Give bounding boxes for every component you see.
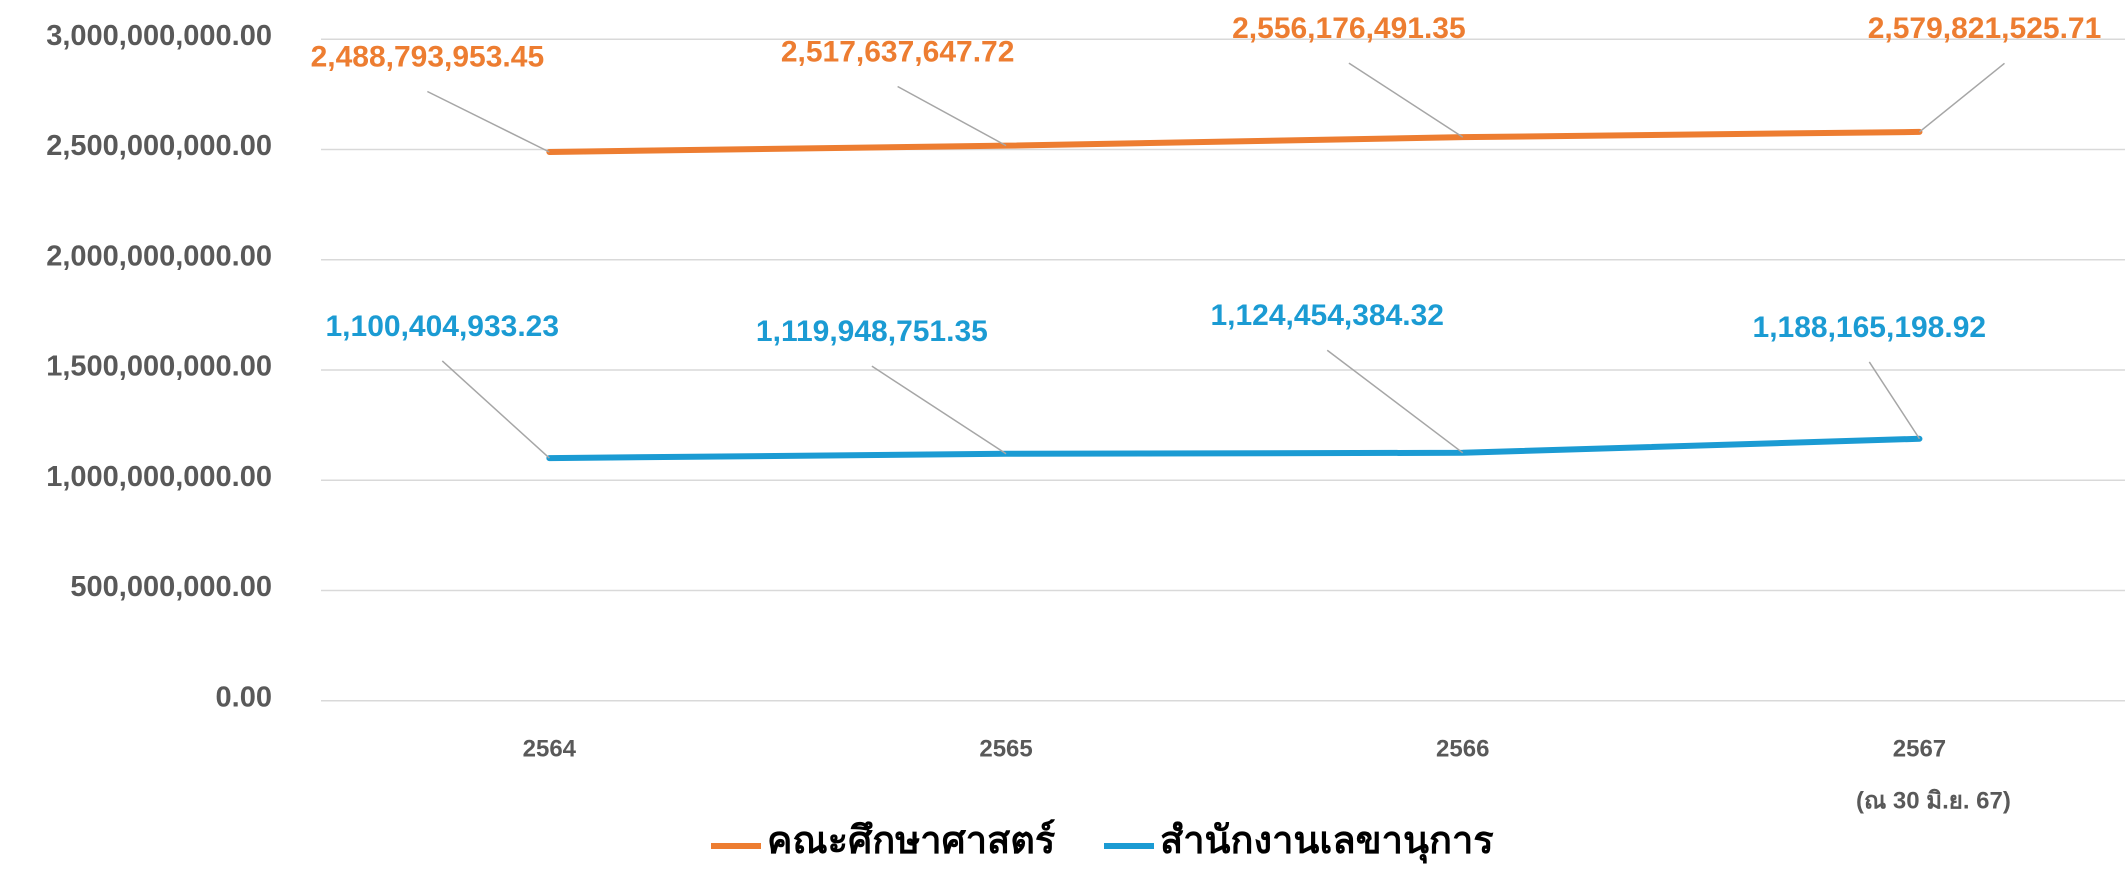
series-line [546, 435, 1923, 462]
series-line [546, 128, 1923, 156]
leader-line [427, 90, 550, 153]
data-label: 1,188,165,198.92 [1753, 311, 1987, 344]
data-label: 2,579,821,525.71 [1868, 12, 2102, 45]
leader-line [1918, 62, 2005, 133]
y-tick-label: 1,000,000,000.00 [46, 461, 272, 493]
y-tick-label: 2,500,000,000.00 [46, 130, 272, 162]
leader-line [441, 360, 550, 459]
data-label: 2,488,793,953.45 [311, 40, 545, 73]
y-tick-label: 3,000,000,000.00 [46, 20, 272, 52]
leader-line [1348, 62, 1464, 138]
legend-label: สำนักงานเลขานุการ [1160, 820, 1494, 864]
x-tick-label: 2567 [1893, 735, 1946, 762]
x-tick-label: 2564 [523, 735, 577, 762]
leader-line [897, 85, 1007, 147]
data-label: 2,556,176,491.35 [1232, 12, 1466, 45]
data-label: 2,517,637,647.72 [781, 35, 1015, 68]
y-tick-label: 1,500,000,000.00 [46, 351, 272, 383]
y-tick-label: 2,000,000,000.00 [46, 240, 272, 272]
legend-label: คณะศึกษาศาสตร์ [767, 819, 1056, 862]
leader-line [871, 365, 1007, 455]
y-tick-label: 0.00 [216, 681, 272, 713]
x-tick-label: 2566 [1436, 735, 1489, 762]
data-label: 1,100,404,933.23 [326, 310, 560, 343]
data-label: 1,124,454,384.32 [1210, 299, 1444, 332]
leader-line [1326, 349, 1464, 454]
x-tick-label: 2565 [979, 735, 1032, 762]
data-label: 1,119,948,751.35 [756, 315, 988, 348]
y-tick-label: 500,000,000.00 [70, 571, 272, 603]
annotation: (ณ 30 มิ.ย. 67) [1856, 787, 2011, 814]
leader-line [1868, 361, 1921, 440]
